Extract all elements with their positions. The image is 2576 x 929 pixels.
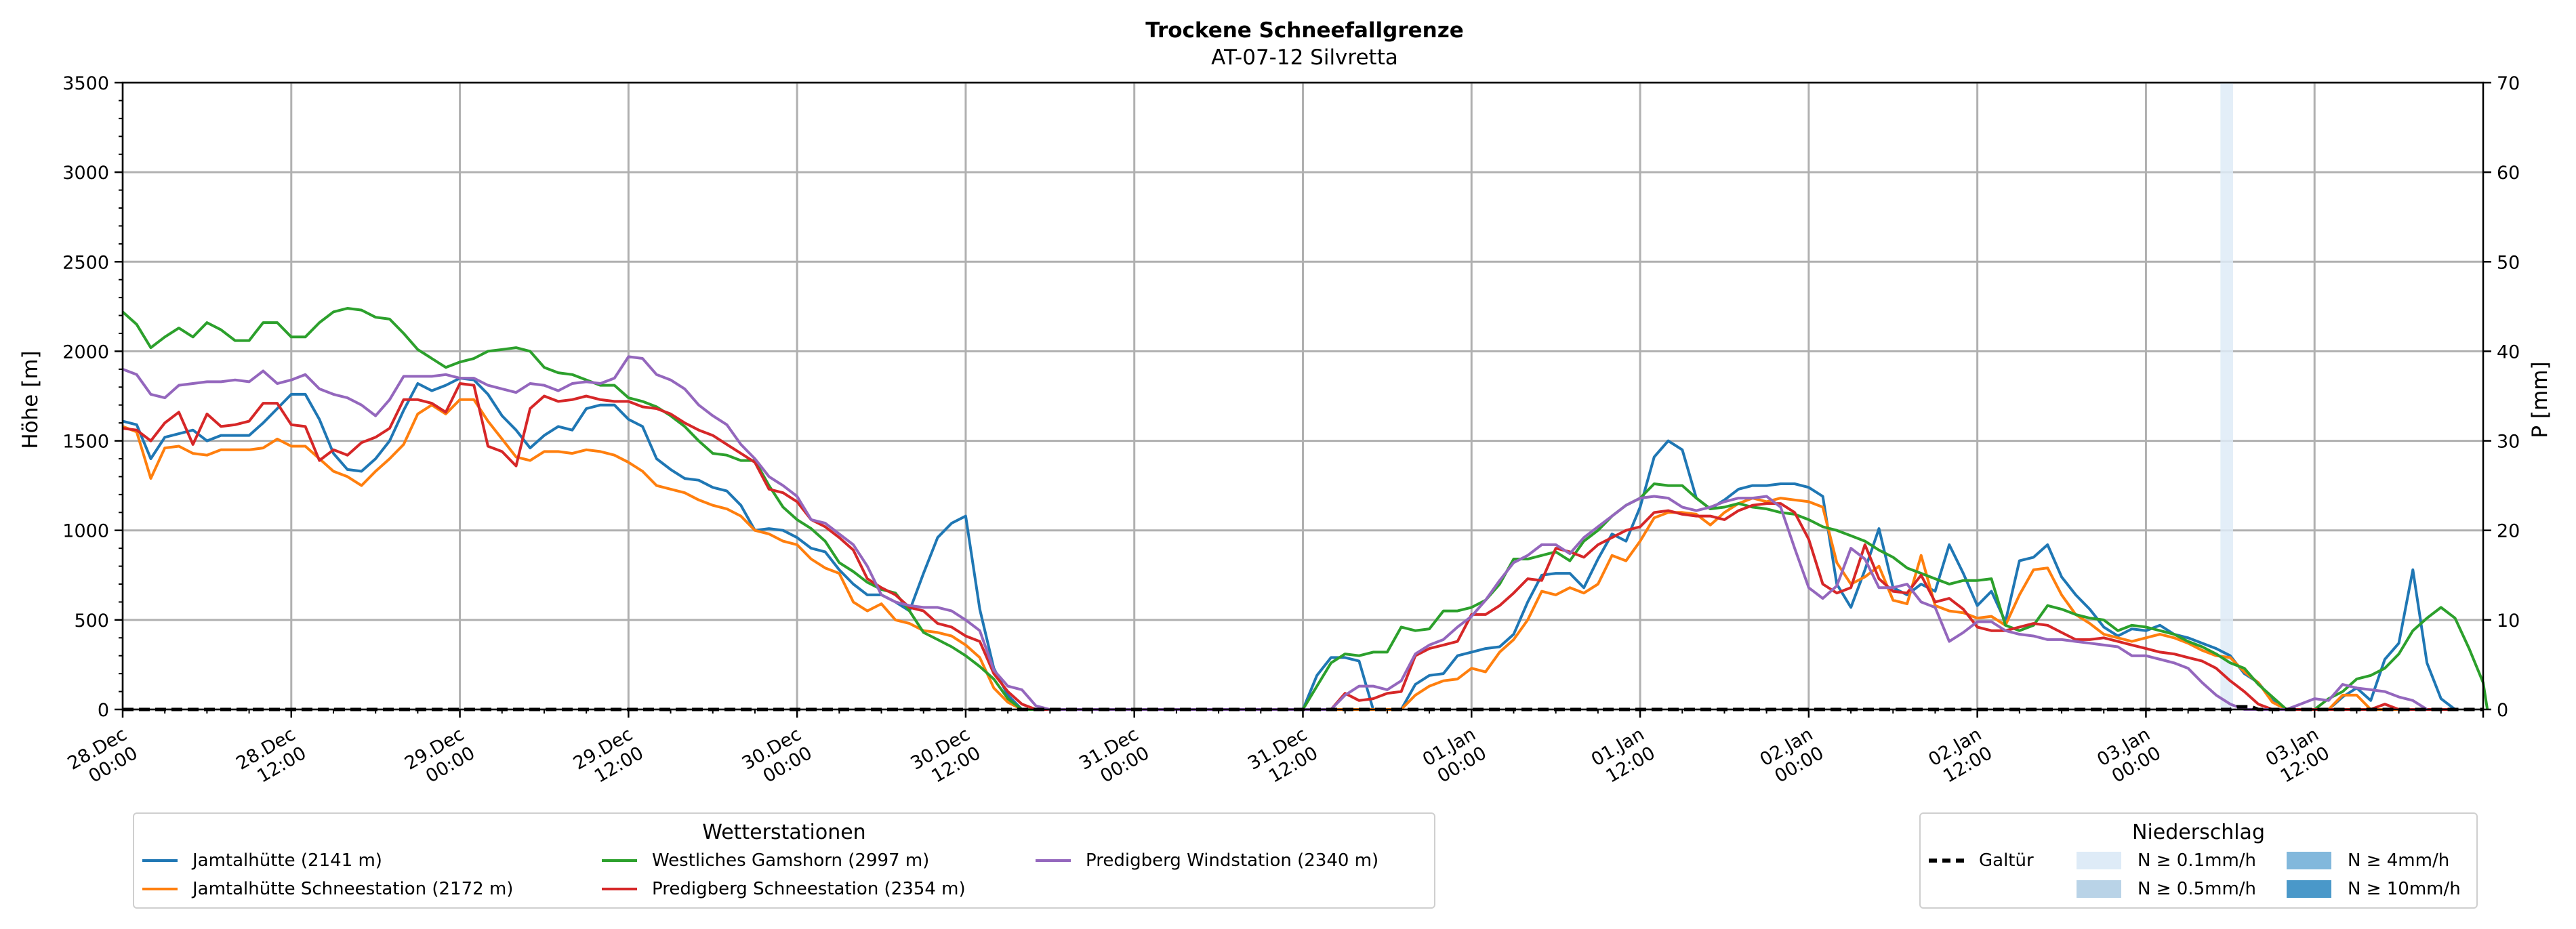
legend-swatch xyxy=(2077,852,2121,869)
x-tick-label: 30.Dec12:00 xyxy=(907,724,984,793)
x-tick-label: 31.Dec12:00 xyxy=(1244,724,1322,793)
x-tick-label: 29.Dec12:00 xyxy=(570,724,647,793)
y-axis-label-left: Höhe [m] xyxy=(18,350,43,449)
legend-swatch xyxy=(142,859,178,862)
y-tick-label-right: 20 xyxy=(2497,521,2520,542)
y-tick-label-right: 40 xyxy=(2497,342,2520,363)
legend-swatch xyxy=(2287,852,2331,869)
legend-label: N ≥ 10mm/h xyxy=(2348,879,2461,899)
legend-entry-n-0-1: N ≥ 0.1mm/h xyxy=(2077,850,2256,871)
x-tick-label: 28.Dec00:00 xyxy=(64,724,142,793)
legend-label: Predigberg Windstation (2340 m) xyxy=(1086,850,1379,871)
series-line-4 xyxy=(122,355,2428,711)
legend-swatch xyxy=(602,888,637,890)
legend-entry-n-10: N ≥ 10mm/h xyxy=(2287,879,2461,899)
legend-swatch xyxy=(2287,880,2331,898)
legend-entry-n-4: N ≥ 4mm/h xyxy=(2287,850,2449,871)
precip-bands xyxy=(2220,83,2233,709)
precip-legend-title: Niederschlag xyxy=(2132,821,2265,844)
y-tick-label-right: 0 xyxy=(2497,700,2508,721)
y-tick-label-left: 0 xyxy=(98,700,109,721)
legend-label: N ≥ 4mm/h xyxy=(2348,850,2450,871)
legend-label: Jamtalhütte Schneestation (2172 m) xyxy=(192,879,514,899)
grid xyxy=(121,81,2483,711)
y-tick-label-left: 2000 xyxy=(62,342,109,363)
axes: 0 500 1000 1500 2000 2500 3000 3500 0 10 20 30 40 50 6… xyxy=(62,73,2520,793)
legend-entry-westliches-gamshorn: Westliches Gamshorn (2997 m) xyxy=(602,850,929,871)
chart-subtitle: AT-07-12 Silvretta xyxy=(1211,45,1398,70)
x-tick-label: 01.Jan00:00 xyxy=(1419,724,1490,789)
y-axis-label-right: P [mm] xyxy=(2528,361,2552,438)
legend-label: Jamtalhütte (2141 m) xyxy=(192,850,382,871)
chart-title: Trockene Schneefallgrenze xyxy=(1145,18,1464,43)
legend-entry-galtuer: Galtür xyxy=(1929,850,2034,871)
y-tick-label-right: 60 xyxy=(2497,163,2520,184)
stations-legend: Wetterstationen Jamtalhütte (2141 m) Jam… xyxy=(133,812,1435,909)
legend-swatch xyxy=(1036,859,1071,862)
legend-entry-predigberg-schneestation: Predigberg Schneestation (2354 m) xyxy=(602,879,966,899)
legend-entry-predigberg-windstation: Predigberg Windstation (2340 m) xyxy=(1036,850,1378,871)
precip-band xyxy=(2220,83,2233,709)
legend-label: Predigberg Schneestation (2354 m) xyxy=(652,879,966,899)
y-tick-label-left: 3500 xyxy=(62,73,109,94)
x-tick-label: 29.Dec00:00 xyxy=(401,724,478,793)
x-tick-label: 03.Jan00:00 xyxy=(2093,724,2165,789)
stations-legend-title: Wetterstationen xyxy=(702,821,866,844)
legend-entry-jamtalhuette: Jamtalhütte (2141 m) xyxy=(142,850,382,871)
y-tick-label-left: 2500 xyxy=(62,252,109,273)
precip-legend: Niederschlag Galtür N ≥ 0.1mm/h N ≥ 0.5m… xyxy=(1919,812,2478,909)
x-tick-label: 02.Jan12:00 xyxy=(1925,724,1996,789)
legend-swatch xyxy=(1929,859,1964,863)
legend-label: N ≥ 0.5mm/h xyxy=(2138,879,2257,899)
y-tick-label-left: 3000 xyxy=(62,163,109,184)
y-tick-label-right: 10 xyxy=(2497,611,2520,632)
series-line-0 xyxy=(122,377,2456,711)
series-line-1 xyxy=(122,398,2455,711)
y-tick-label-left: 500 xyxy=(74,611,109,632)
x-tick-label: 31.Dec00:00 xyxy=(1076,724,1153,793)
series-line-2 xyxy=(121,307,2489,711)
x-tick-label: 28.Dec12:00 xyxy=(232,724,310,793)
legend-entry-jamtalhuette-schneestation: Jamtalhütte Schneestation (2172 m) xyxy=(142,879,513,899)
x-tick-label: 03.Jan12:00 xyxy=(2262,724,2333,789)
series-lines xyxy=(121,307,2489,711)
x-tick-label: 30.Dec00:00 xyxy=(739,724,816,793)
series-line-3 xyxy=(122,382,2455,711)
legend-label: Galtür xyxy=(1979,850,2034,871)
series-line-galtuer xyxy=(123,705,2483,711)
y-tick-label-right: 50 xyxy=(2497,252,2520,273)
y-tick-label-left: 1000 xyxy=(62,521,109,542)
legend-entry-n-0-5: N ≥ 0.5mm/h xyxy=(2077,879,2256,899)
y-tick-label-right: 30 xyxy=(2497,432,2520,453)
x-tick-label: 02.Jan00:00 xyxy=(1757,724,1828,789)
x-tick-label: 01.Jan12:00 xyxy=(1588,724,1659,789)
legend-swatch xyxy=(2077,880,2121,898)
y-tick-label-right: 70 xyxy=(2497,73,2520,94)
legend-swatch xyxy=(602,859,637,862)
legend-label: Westliches Gamshorn (2997 m) xyxy=(652,850,930,871)
legend-label: N ≥ 0.1mm/h xyxy=(2138,850,2257,871)
legend-swatch xyxy=(142,888,178,890)
y-tick-label-left: 1500 xyxy=(62,432,109,453)
